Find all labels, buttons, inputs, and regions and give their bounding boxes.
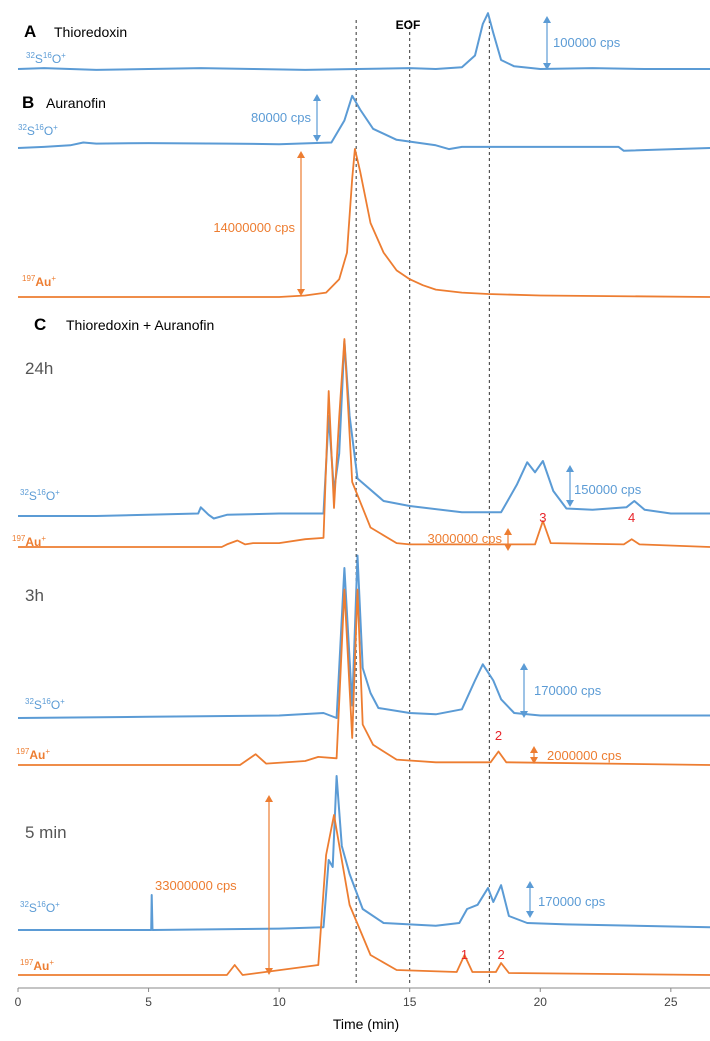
peak-number: 3: [539, 510, 546, 525]
panel-b-title: Auranofin: [46, 95, 106, 111]
sulfur-trace: [17, 94, 710, 152]
sulfur-trace: [18, 775, 710, 931]
x-axis-ticks: 0 5 10 15 20 25: [15, 988, 678, 1009]
panel-a-letter: A: [24, 22, 36, 41]
sulfur-trace-label: 32S16O+: [20, 900, 60, 915]
panel-c-title: Thioredoxin + Auranofin: [66, 317, 214, 333]
sulfur-trace: [18, 340, 710, 520]
scale-bar: 3000000 cps: [428, 528, 512, 551]
gold-trace: [18, 148, 710, 298]
scale-bar-label: 150000 cps: [574, 482, 642, 497]
gold-trace-label: 197Au+: [12, 534, 46, 549]
sulfur-trace-label: 32S16O+: [26, 51, 66, 66]
time-label-3h: 3h: [25, 586, 44, 605]
sulfur-trace-label: 32S16O+: [18, 123, 58, 138]
panel-b-letter: B: [22, 93, 34, 112]
scale-bar-label: 80000 cps: [251, 110, 311, 125]
scale-bar-label: 170000 cps: [534, 683, 602, 698]
scale-bar: 2000000 cps: [530, 746, 622, 764]
x-tick-label: 15: [403, 995, 417, 1009]
scale-bar: 170000 cps: [526, 881, 606, 918]
traces: [17, 12, 710, 976]
x-tick-label: 5: [145, 995, 152, 1009]
scale-bar: 170000 cps: [520, 663, 602, 718]
sulfur-trace: [17, 554, 710, 719]
peak-number: 2: [497, 947, 504, 962]
scale-bar: 80000 cps: [251, 94, 321, 142]
peak-number: 2: [495, 728, 502, 743]
reference-lines: [355, 20, 490, 985]
x-tick-label: 25: [664, 995, 678, 1009]
gold-trace: [18, 338, 710, 548]
time-label-24h: 24h: [25, 359, 53, 378]
gold-trace-label: 197Au+: [22, 274, 56, 289]
peak-number: 4: [628, 510, 635, 525]
x-axis-title: Time (min): [333, 1016, 399, 1032]
scale-bar-label: 100000 cps: [553, 35, 621, 50]
scale-bar-label: 33000000 cps: [155, 878, 237, 893]
sulfur-trace-label: 32S16O+: [20, 488, 60, 503]
sulfur-trace-label: 32S16O+: [25, 697, 65, 712]
scale-bar: 33000000 cps: [155, 795, 273, 975]
scale-bar-label: 14000000 cps: [213, 220, 295, 235]
gold-trace: [18, 588, 710, 766]
x-tick-label: 0: [15, 995, 22, 1009]
trace-labels: 32S16O+ 32S16O+ 197Au+ 32S16O+ 197Au+ 32S16O+…: [12, 51, 66, 973]
gold-trace-label: 197Au+: [20, 958, 54, 973]
scale-bar: 14000000 cps: [213, 151, 305, 296]
scale-bar-label: 3000000 cps: [428, 531, 503, 546]
gold-trace-label: 197Au+: [16, 747, 50, 762]
scale-bars: 100000 cps 80000 cps 14000000 cps 150000 cp…: [155, 16, 642, 975]
scale-bar-label: 170000 cps: [538, 894, 606, 909]
panel-c-letter: C: [34, 315, 46, 334]
peak-numbers: 3 4 2 1 2: [461, 510, 635, 962]
sulfur-trace: [17, 12, 710, 71]
scale-bar: 150000 cps: [566, 465, 642, 507]
x-tick-label: 10: [272, 995, 286, 1009]
time-label-5min: 5 min: [25, 823, 67, 842]
x-tick-label: 20: [534, 995, 548, 1009]
peak-number: 1: [461, 947, 468, 962]
gold-trace: [18, 814, 710, 976]
eof-label: EOF: [396, 18, 421, 32]
panel-a-title: Thioredoxin: [54, 24, 127, 40]
scale-bar: 100000 cps: [543, 16, 621, 70]
scale-bar-label: 2000000 cps: [547, 748, 622, 763]
